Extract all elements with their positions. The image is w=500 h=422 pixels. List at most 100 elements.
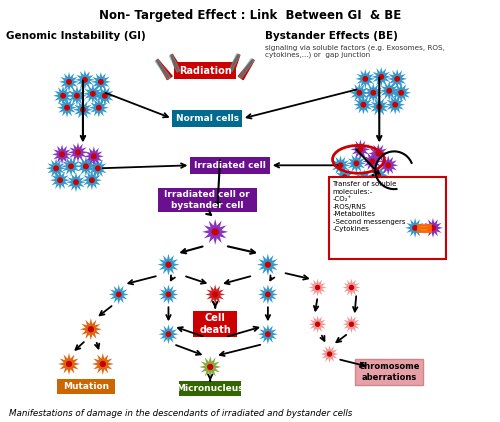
- Polygon shape: [391, 83, 411, 103]
- Polygon shape: [334, 167, 354, 187]
- Polygon shape: [385, 95, 405, 115]
- Circle shape: [338, 163, 342, 168]
- FancyBboxPatch shape: [180, 381, 241, 396]
- Polygon shape: [330, 155, 350, 175]
- Circle shape: [88, 327, 94, 332]
- Polygon shape: [362, 151, 382, 171]
- Polygon shape: [320, 345, 338, 363]
- Polygon shape: [66, 172, 86, 192]
- Circle shape: [60, 152, 64, 157]
- Text: Manifestations of damage in the descendants of irradiated and bystander cells: Manifestations of damage in the descenda…: [10, 408, 352, 418]
- Polygon shape: [229, 54, 239, 71]
- Polygon shape: [405, 218, 425, 238]
- Polygon shape: [238, 60, 254, 80]
- Polygon shape: [50, 170, 70, 190]
- Circle shape: [386, 163, 390, 168]
- Polygon shape: [170, 54, 180, 72]
- Circle shape: [316, 322, 320, 326]
- Text: Normal cells: Normal cells: [176, 114, 239, 123]
- Circle shape: [166, 292, 170, 297]
- Polygon shape: [91, 72, 111, 92]
- Circle shape: [66, 362, 71, 366]
- FancyBboxPatch shape: [190, 157, 270, 174]
- Polygon shape: [239, 59, 254, 78]
- Polygon shape: [156, 60, 172, 80]
- Circle shape: [354, 161, 358, 165]
- Polygon shape: [83, 84, 103, 104]
- Circle shape: [413, 226, 418, 230]
- Circle shape: [96, 166, 100, 170]
- Polygon shape: [342, 315, 360, 333]
- Polygon shape: [308, 315, 326, 333]
- Polygon shape: [378, 155, 398, 175]
- Polygon shape: [84, 146, 104, 166]
- Polygon shape: [75, 70, 95, 90]
- Circle shape: [316, 285, 320, 289]
- Text: signaling via soluble factors (e.g. Exosomes, ROS,
cytokines,...) or  gap juncti: signaling via soluble factors (e.g. Exos…: [265, 44, 445, 58]
- Polygon shape: [354, 95, 374, 115]
- Polygon shape: [82, 170, 102, 190]
- Polygon shape: [89, 98, 109, 118]
- Circle shape: [430, 226, 435, 230]
- Circle shape: [266, 332, 270, 336]
- Polygon shape: [387, 69, 407, 89]
- Circle shape: [376, 173, 380, 178]
- Circle shape: [100, 362, 105, 366]
- Circle shape: [357, 91, 362, 95]
- Text: Mutation: Mutation: [63, 382, 109, 391]
- Polygon shape: [156, 60, 170, 79]
- Polygon shape: [228, 54, 239, 72]
- Polygon shape: [109, 284, 128, 304]
- Circle shape: [387, 89, 392, 93]
- Circle shape: [54, 166, 58, 170]
- Text: Micronucleus: Micronucleus: [176, 384, 244, 393]
- Text: Genomic Instability (GI): Genomic Instability (GI): [6, 31, 146, 41]
- Polygon shape: [350, 83, 370, 103]
- Polygon shape: [158, 284, 178, 304]
- Circle shape: [358, 147, 362, 151]
- Circle shape: [361, 103, 366, 107]
- Polygon shape: [308, 279, 326, 296]
- FancyBboxPatch shape: [328, 177, 446, 259]
- Text: Bystander Effects (BE): Bystander Effects (BE): [265, 31, 398, 41]
- Circle shape: [266, 292, 270, 297]
- Polygon shape: [206, 284, 225, 304]
- Circle shape: [363, 77, 368, 81]
- Polygon shape: [68, 143, 88, 162]
- Circle shape: [96, 106, 101, 110]
- Circle shape: [74, 180, 78, 184]
- Circle shape: [376, 151, 380, 156]
- Polygon shape: [354, 169, 374, 189]
- Polygon shape: [423, 218, 443, 238]
- Text: Transfer of soluble
molecules:-
-CO₂⁺
-ROS/RNS
-Metabolites
-Second messengers
-: Transfer of soluble molecules:- -CO₂⁺ -R…: [332, 181, 405, 232]
- Text: Radiation: Radiation: [179, 66, 232, 76]
- Polygon shape: [52, 144, 72, 164]
- Circle shape: [208, 365, 212, 369]
- Polygon shape: [88, 158, 108, 178]
- Polygon shape: [73, 100, 93, 119]
- Circle shape: [395, 77, 400, 81]
- Polygon shape: [171, 54, 182, 72]
- Polygon shape: [368, 143, 388, 163]
- Circle shape: [370, 159, 374, 164]
- Circle shape: [82, 78, 87, 82]
- FancyBboxPatch shape: [356, 359, 423, 385]
- Polygon shape: [364, 83, 384, 103]
- Text: Chromosome
aberrations: Chromosome aberrations: [358, 362, 420, 381]
- Circle shape: [90, 178, 94, 182]
- Polygon shape: [257, 254, 279, 276]
- Circle shape: [61, 94, 66, 98]
- Polygon shape: [200, 356, 221, 378]
- Polygon shape: [368, 165, 388, 185]
- Text: Cell
death: Cell death: [200, 314, 231, 335]
- Polygon shape: [370, 97, 389, 116]
- Circle shape: [67, 80, 71, 84]
- Polygon shape: [61, 157, 81, 176]
- Circle shape: [116, 292, 121, 297]
- Circle shape: [65, 106, 70, 110]
- Circle shape: [213, 292, 218, 297]
- Circle shape: [69, 164, 73, 168]
- Circle shape: [212, 229, 218, 235]
- Circle shape: [328, 352, 332, 356]
- Polygon shape: [258, 284, 278, 304]
